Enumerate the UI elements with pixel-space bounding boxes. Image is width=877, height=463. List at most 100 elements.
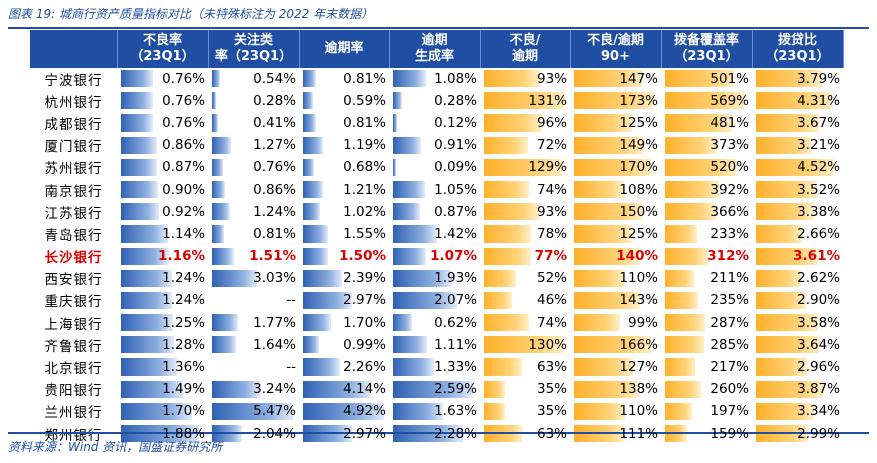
data-bar (212, 158, 224, 176)
data-cell: 0.68% (299, 156, 389, 179)
column-header-line2: （23Q1） (130, 49, 195, 64)
data-label: 217% (710, 359, 749, 376)
data-cell: 1.28% (117, 333, 208, 357)
data-cell: 4.31% (752, 89, 843, 113)
data-label: 0.91% (434, 137, 477, 154)
data-cell: 0.41% (208, 111, 299, 135)
data-bar (574, 203, 644, 221)
data-label: 2.66% (797, 225, 840, 242)
data-cell: 1.93% (389, 267, 480, 290)
data-cell: 149% (570, 134, 661, 157)
data-bar (484, 358, 523, 376)
data-cell: 2.59% (389, 378, 480, 401)
data-bar (574, 269, 625, 287)
data-bar (484, 158, 563, 176)
data-label: 63% (536, 425, 567, 442)
column-header: 拨贷比 （23Q1） (752, 30, 844, 68)
data-cell: 481% (661, 111, 752, 135)
data-label: 3.21% (797, 137, 840, 154)
data-bar (303, 180, 323, 199)
data-cell: 0.91% (389, 134, 480, 157)
table-header-row: 不良率 （23Q1） 关注类 率（23Q1） 逾期率 逾期 生成率 不良/逾期 不良/逾期 90+… (30, 30, 844, 68)
data-cell: 1.24% (117, 289, 208, 313)
data-label: 1.21% (343, 181, 386, 198)
data-bar (121, 358, 178, 376)
data-label: 3.61% (793, 248, 840, 265)
data-cell: 0.90% (117, 178, 208, 202)
data-bar (665, 380, 701, 398)
data-cell: 35% (480, 400, 570, 424)
bottom-rule (8, 432, 869, 434)
table-row: 南京银行 0.90% 0.86% 1.21% 1.05% 74% 108% 392% 3.52% (30, 178, 843, 202)
data-label: 3.64% (797, 336, 840, 353)
data-label: 0.09% (434, 159, 477, 176)
data-label: 46% (536, 292, 567, 309)
data-cell: 0.76% (117, 89, 208, 113)
data-label: 312% (707, 248, 749, 265)
bank-name: 重庆银行 (30, 289, 117, 313)
data-cell: 3.67% (752, 111, 843, 135)
data-label: 130% (528, 336, 567, 353)
data-bar (756, 314, 818, 332)
data-bar (756, 380, 823, 398)
data-bar (574, 247, 639, 265)
data-cell: 235% (661, 289, 752, 313)
data-cell: 211% (661, 267, 752, 290)
data-bar (756, 158, 835, 176)
data-label: 1.24% (162, 270, 205, 287)
data-label: 4.52% (797, 159, 840, 176)
data-bar (121, 402, 192, 420)
data-bar (484, 136, 528, 154)
column-header: 逾期 生成率 (389, 30, 481, 68)
data-cell: 127% (570, 355, 661, 379)
data-label: 2.90% (797, 292, 840, 309)
table-row: 厦门银行 0.86% 1.27% 1.19% 0.91% 72% 149% 373% 3.21% (30, 134, 843, 157)
data-label: 373% (710, 137, 749, 154)
data-bar (574, 314, 620, 332)
data-bar (303, 269, 343, 287)
data-cell: 35% (480, 378, 570, 401)
data-label: 72% (536, 137, 567, 154)
data-cell: 46% (480, 289, 570, 313)
data-cell: 3.87% (752, 378, 843, 401)
data-cell: 5.47% (208, 400, 299, 424)
bank-name: 长沙银行 (30, 245, 117, 268)
data-bar (393, 225, 437, 243)
data-cell: 4.52% (752, 156, 843, 179)
column-header-line2: 90+ (601, 49, 630, 64)
data-cell: 1.24% (117, 267, 208, 290)
data-bar (303, 136, 323, 154)
data-label: 0.28% (434, 92, 477, 109)
data-cell: 0.62% (389, 311, 480, 335)
data-cell: 52% (480, 267, 570, 290)
data-label: 110% (619, 403, 658, 420)
data-cell: 74% (480, 178, 570, 202)
data-label: 1.16% (158, 248, 205, 265)
data-bar (393, 114, 397, 132)
data-bar (212, 114, 219, 132)
bank-name: 北京银行 (30, 355, 117, 379)
data-bar (574, 114, 632, 132)
data-label: 131% (528, 92, 567, 109)
data-cell: 0.86% (117, 134, 208, 157)
data-label: 1.42% (434, 225, 477, 242)
data-bar (574, 70, 642, 88)
data-cell: 373% (661, 134, 752, 157)
bank-name: 厦门银行 (30, 134, 117, 157)
data-bar (121, 92, 153, 110)
data-bar (303, 358, 341, 376)
data-bar (756, 180, 817, 199)
data-label: 96% (536, 114, 567, 131)
data-cell: 2.90% (752, 289, 843, 313)
data-label: 569% (710, 92, 749, 109)
column-header-line1: 拨备覆盖率 (673, 33, 739, 48)
data-cell: -- (208, 355, 299, 379)
data-bar (484, 247, 531, 265)
data-label: 111% (619, 425, 658, 442)
data-cell: 1.33% (389, 355, 480, 379)
data-label: 1.70% (343, 314, 386, 331)
data-label: 0.92% (162, 203, 205, 220)
data-label: 1.08% (434, 70, 477, 87)
data-label: 2.62% (797, 270, 840, 287)
data-label: 3.03% (253, 270, 296, 287)
